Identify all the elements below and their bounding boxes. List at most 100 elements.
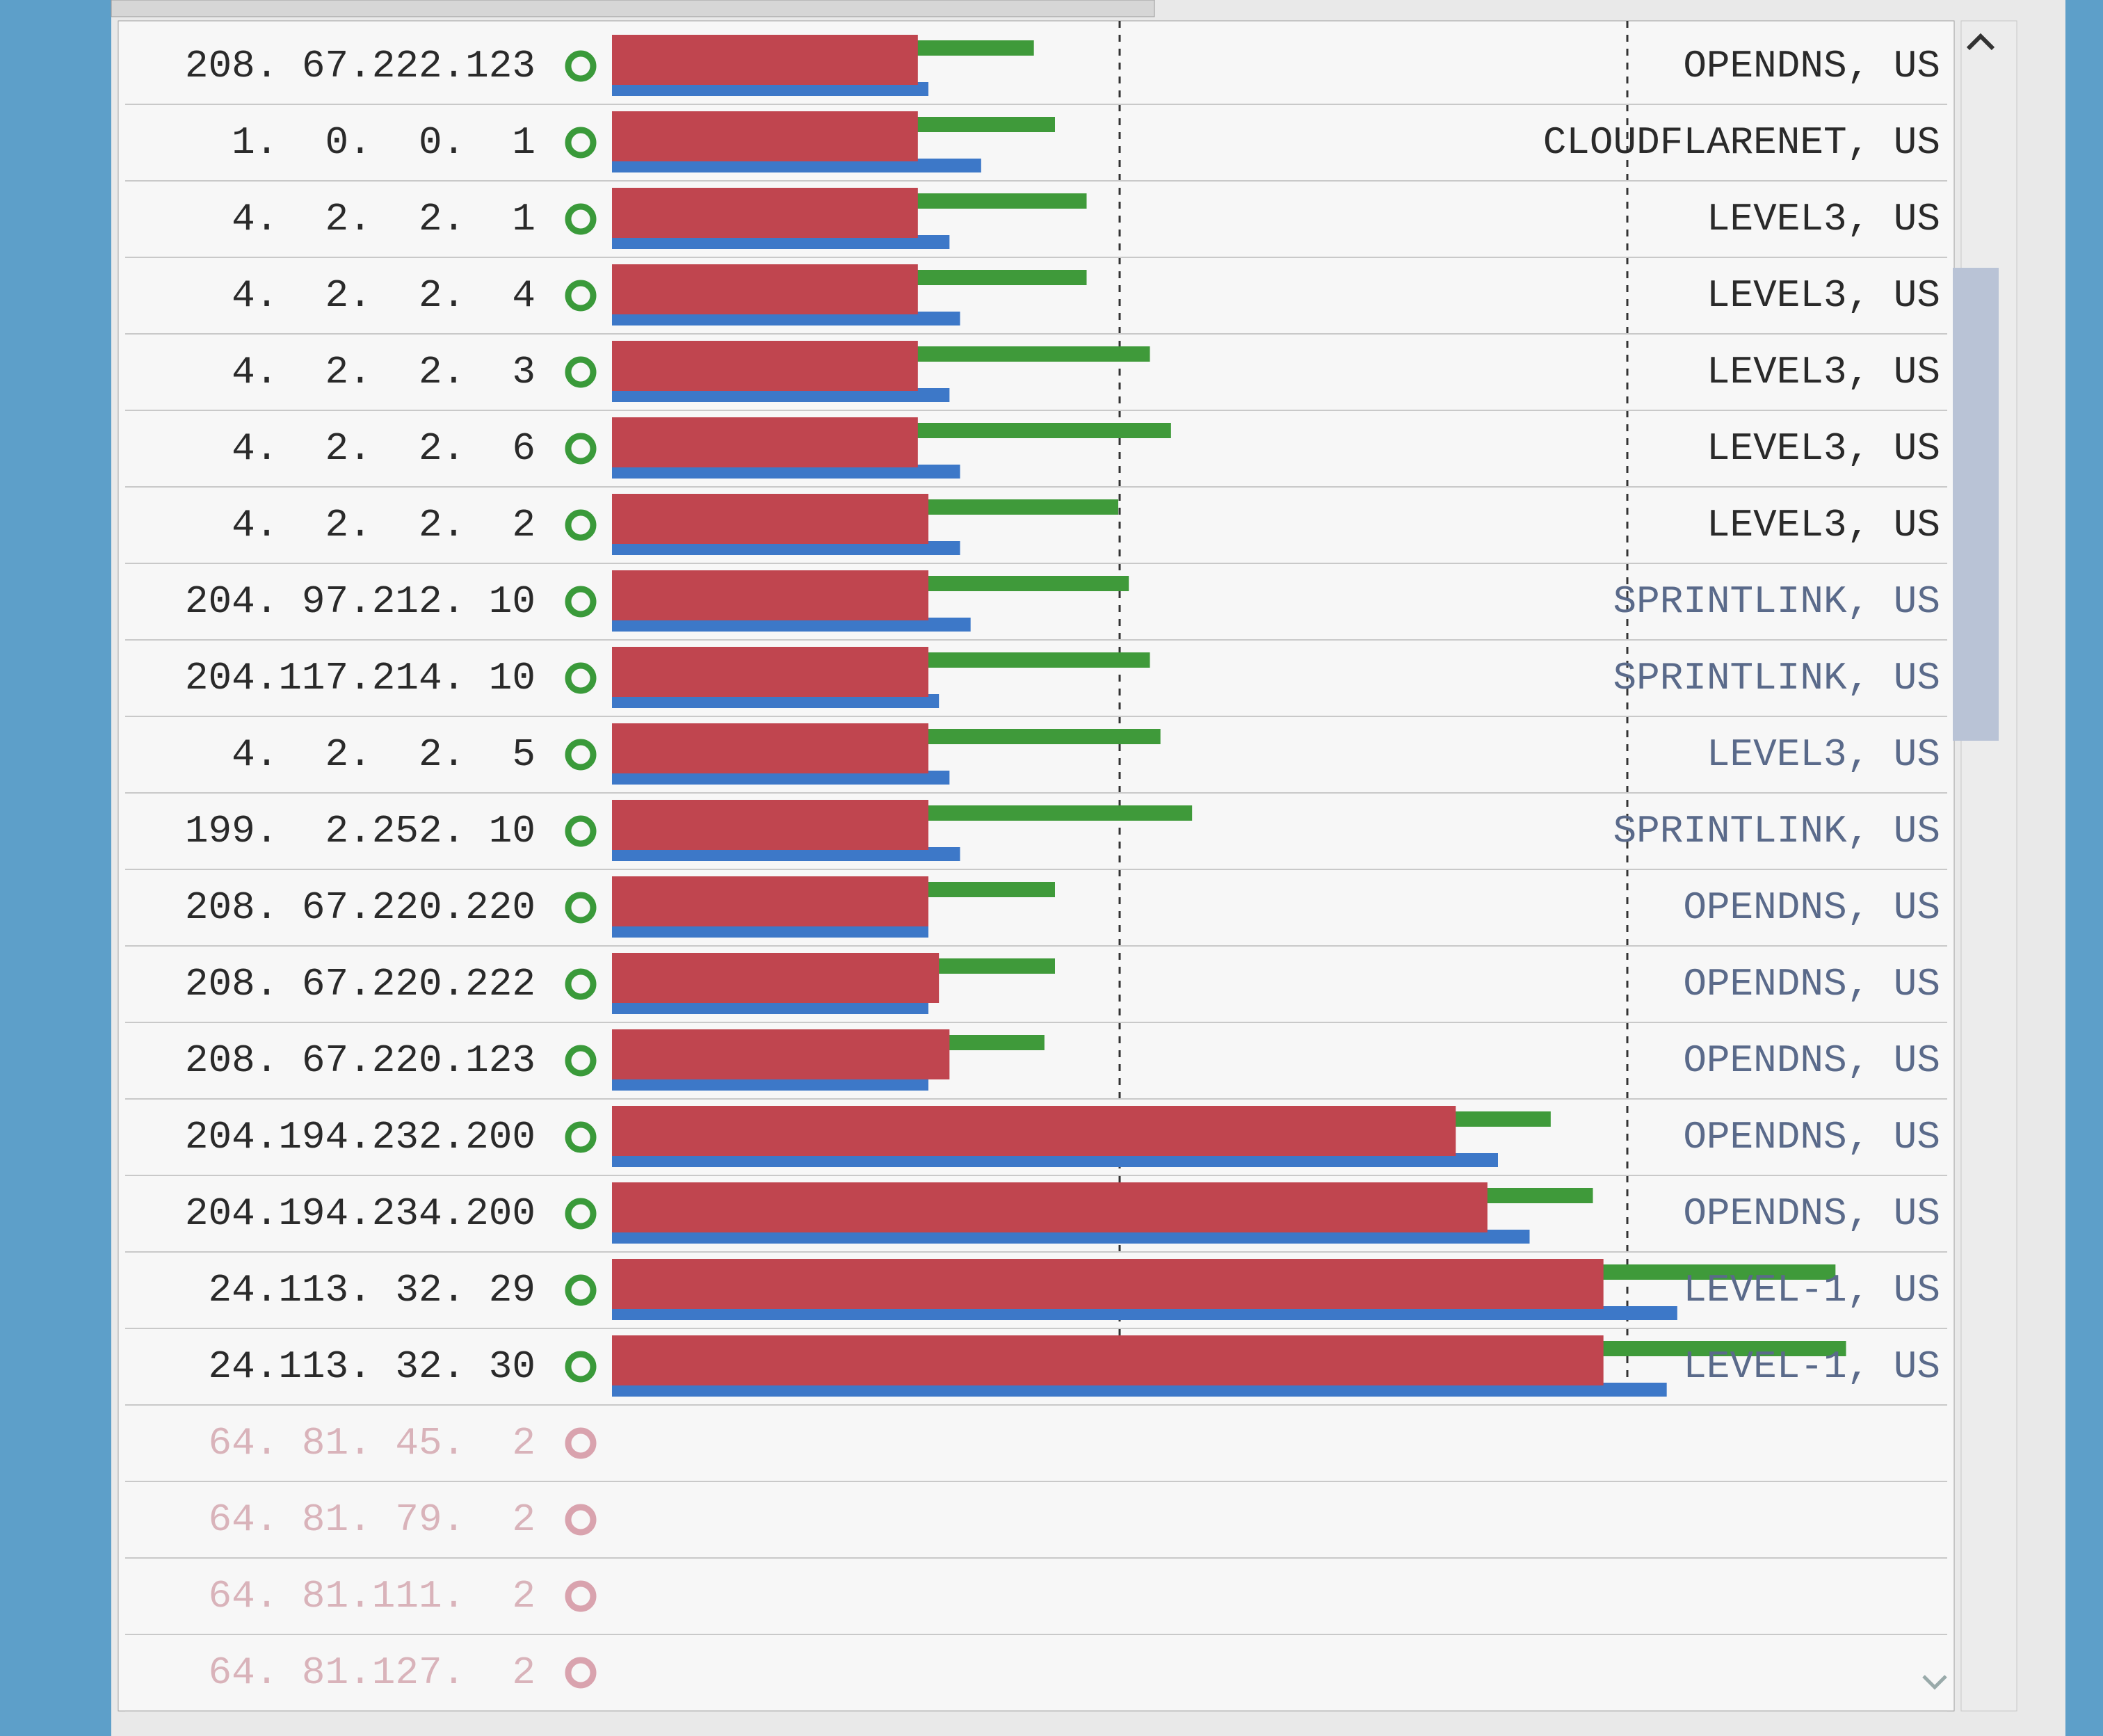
nameserver-owner: LEVEL3, US <box>1707 273 1940 318</box>
cached-bar <box>612 417 918 467</box>
ip-address: 204. 97.212. 10 <box>185 579 535 624</box>
status-icon <box>565 892 597 924</box>
status-icon <box>565 1351 597 1383</box>
ip-address: 4. 2. 2. 6 <box>185 426 535 471</box>
scroll-down-arrow[interactable] <box>1922 1675 1947 1690</box>
ip-address: 4. 2. 2. 5 <box>185 732 535 777</box>
scrollbar-thumb[interactable] <box>1953 268 1999 741</box>
cached-bar <box>612 264 918 314</box>
nameserver-owner: OPENDNS, US <box>1683 1115 1940 1159</box>
cached-bar <box>612 494 928 544</box>
ip-address: 64. 81.111. 2 <box>185 1574 535 1618</box>
status-icon <box>565 1045 597 1077</box>
cached-bar <box>612 111 918 161</box>
ip-address: 204.117.214. 10 <box>185 656 535 700</box>
dotcom-bar <box>612 235 950 249</box>
status-icon <box>565 127 597 159</box>
cached-bar <box>612 1335 1604 1385</box>
status-icon <box>565 1121 597 1153</box>
dotcom-bar <box>612 388 950 402</box>
cached-bar <box>612 953 940 1003</box>
status-icon <box>565 1427 597 1459</box>
dotcom-bar <box>612 847 960 861</box>
status-icon <box>565 968 597 1000</box>
ip-address: 4. 2. 2. 3 <box>185 350 535 394</box>
nameserver-owner: SPRINTLINK, US <box>1613 809 1940 853</box>
cached-bar <box>612 1182 1488 1232</box>
dotcom-bar <box>612 1000 928 1014</box>
status-icon <box>565 203 597 235</box>
ip-address: 24.113. 32. 30 <box>185 1344 535 1389</box>
ip-address: 204.194.234.200 <box>185 1191 535 1236</box>
ip-address: 204.194.232.200 <box>185 1115 535 1159</box>
status-icon <box>565 356 597 388</box>
ip-address: 4. 2. 2. 2 <box>185 503 535 547</box>
dotcom-bar <box>612 694 940 708</box>
cached-bar <box>612 1029 950 1079</box>
status-icon <box>565 1657 597 1689</box>
dotcom-bar <box>612 1153 1498 1167</box>
column-header <box>111 0 1155 17</box>
cached-bar <box>612 1259 1604 1309</box>
nameserver-owner: LEVEL-1, US <box>1683 1268 1940 1312</box>
results-list <box>118 20 1955 1712</box>
ip-address: 1. 0. 0. 1 <box>185 120 535 165</box>
nameserver-owner: OPENDNS, US <box>1683 1191 1940 1236</box>
ip-address: 208. 67.220.220 <box>185 885 535 930</box>
nameserver-owner: LEVEL3, US <box>1707 732 1940 777</box>
cached-bar <box>612 876 928 926</box>
nameserver-owner: OPENDNS, US <box>1683 962 1940 1006</box>
cached-bar <box>612 647 928 697</box>
status-icon <box>565 1198 597 1230</box>
ip-address: 208. 67.220.222 <box>185 962 535 1006</box>
status-icon <box>565 739 597 771</box>
cached-bar <box>612 1106 1456 1156</box>
ip-address: 64. 81. 45. 2 <box>185 1421 535 1465</box>
cached-bar <box>612 341 918 391</box>
dotcom-bar <box>612 1077 928 1091</box>
ip-address: 199. 2.252. 10 <box>185 809 535 853</box>
dotcom-bar <box>612 924 928 938</box>
status-icon <box>565 586 597 618</box>
cached-bar <box>612 723 928 773</box>
dotcom-bar <box>612 312 960 326</box>
ip-address: 208. 67.220.123 <box>185 1038 535 1083</box>
cached-bar <box>612 800 928 850</box>
dotcom-bar <box>612 771 950 785</box>
nameserver-owner: LEVEL-1, US <box>1683 1344 1940 1389</box>
dotcom-bar <box>612 1306 1677 1320</box>
nameserver-owner: CLOUDFLARENET, US <box>1543 120 1940 165</box>
dotcom-bar <box>612 541 960 555</box>
status-icon <box>565 1274 597 1306</box>
ip-address: 64. 81.127. 2 <box>185 1650 535 1695</box>
ip-address: 208. 67.222.123 <box>185 44 535 88</box>
cached-bar <box>612 188 918 238</box>
ip-address: 4. 2. 2. 1 <box>185 197 535 241</box>
status-icon <box>565 1580 597 1612</box>
dotcom-bar <box>612 1230 1530 1244</box>
dotcom-bar <box>612 618 971 632</box>
status-icon <box>565 662 597 694</box>
status-icon <box>565 509 597 541</box>
nameserver-owner: SPRINTLINK, US <box>1613 656 1940 700</box>
status-icon <box>565 815 597 847</box>
status-icon <box>565 50 597 82</box>
scroll-up-arrow[interactable] <box>1966 33 1995 51</box>
nameserver-owner: OPENDNS, US <box>1683 1038 1940 1083</box>
nameserver-owner: OPENDNS, US <box>1683 44 1940 88</box>
status-icon <box>565 280 597 312</box>
nameserver-owner: LEVEL3, US <box>1707 350 1940 394</box>
status-icon <box>565 433 597 465</box>
cached-bar <box>612 570 928 620</box>
nameserver-owner: LEVEL3, US <box>1707 426 1940 471</box>
nameserver-owner: LEVEL3, US <box>1707 197 1940 241</box>
dotcom-bar <box>612 159 981 172</box>
ip-address: 24.113. 32. 29 <box>185 1268 535 1312</box>
nameserver-owner: OPENDNS, US <box>1683 885 1940 930</box>
dotcom-bar <box>612 1383 1667 1397</box>
cached-bar <box>612 35 918 85</box>
nameserver-owner: SPRINTLINK, US <box>1613 579 1940 624</box>
ip-address: 64. 81. 79. 2 <box>185 1497 535 1542</box>
